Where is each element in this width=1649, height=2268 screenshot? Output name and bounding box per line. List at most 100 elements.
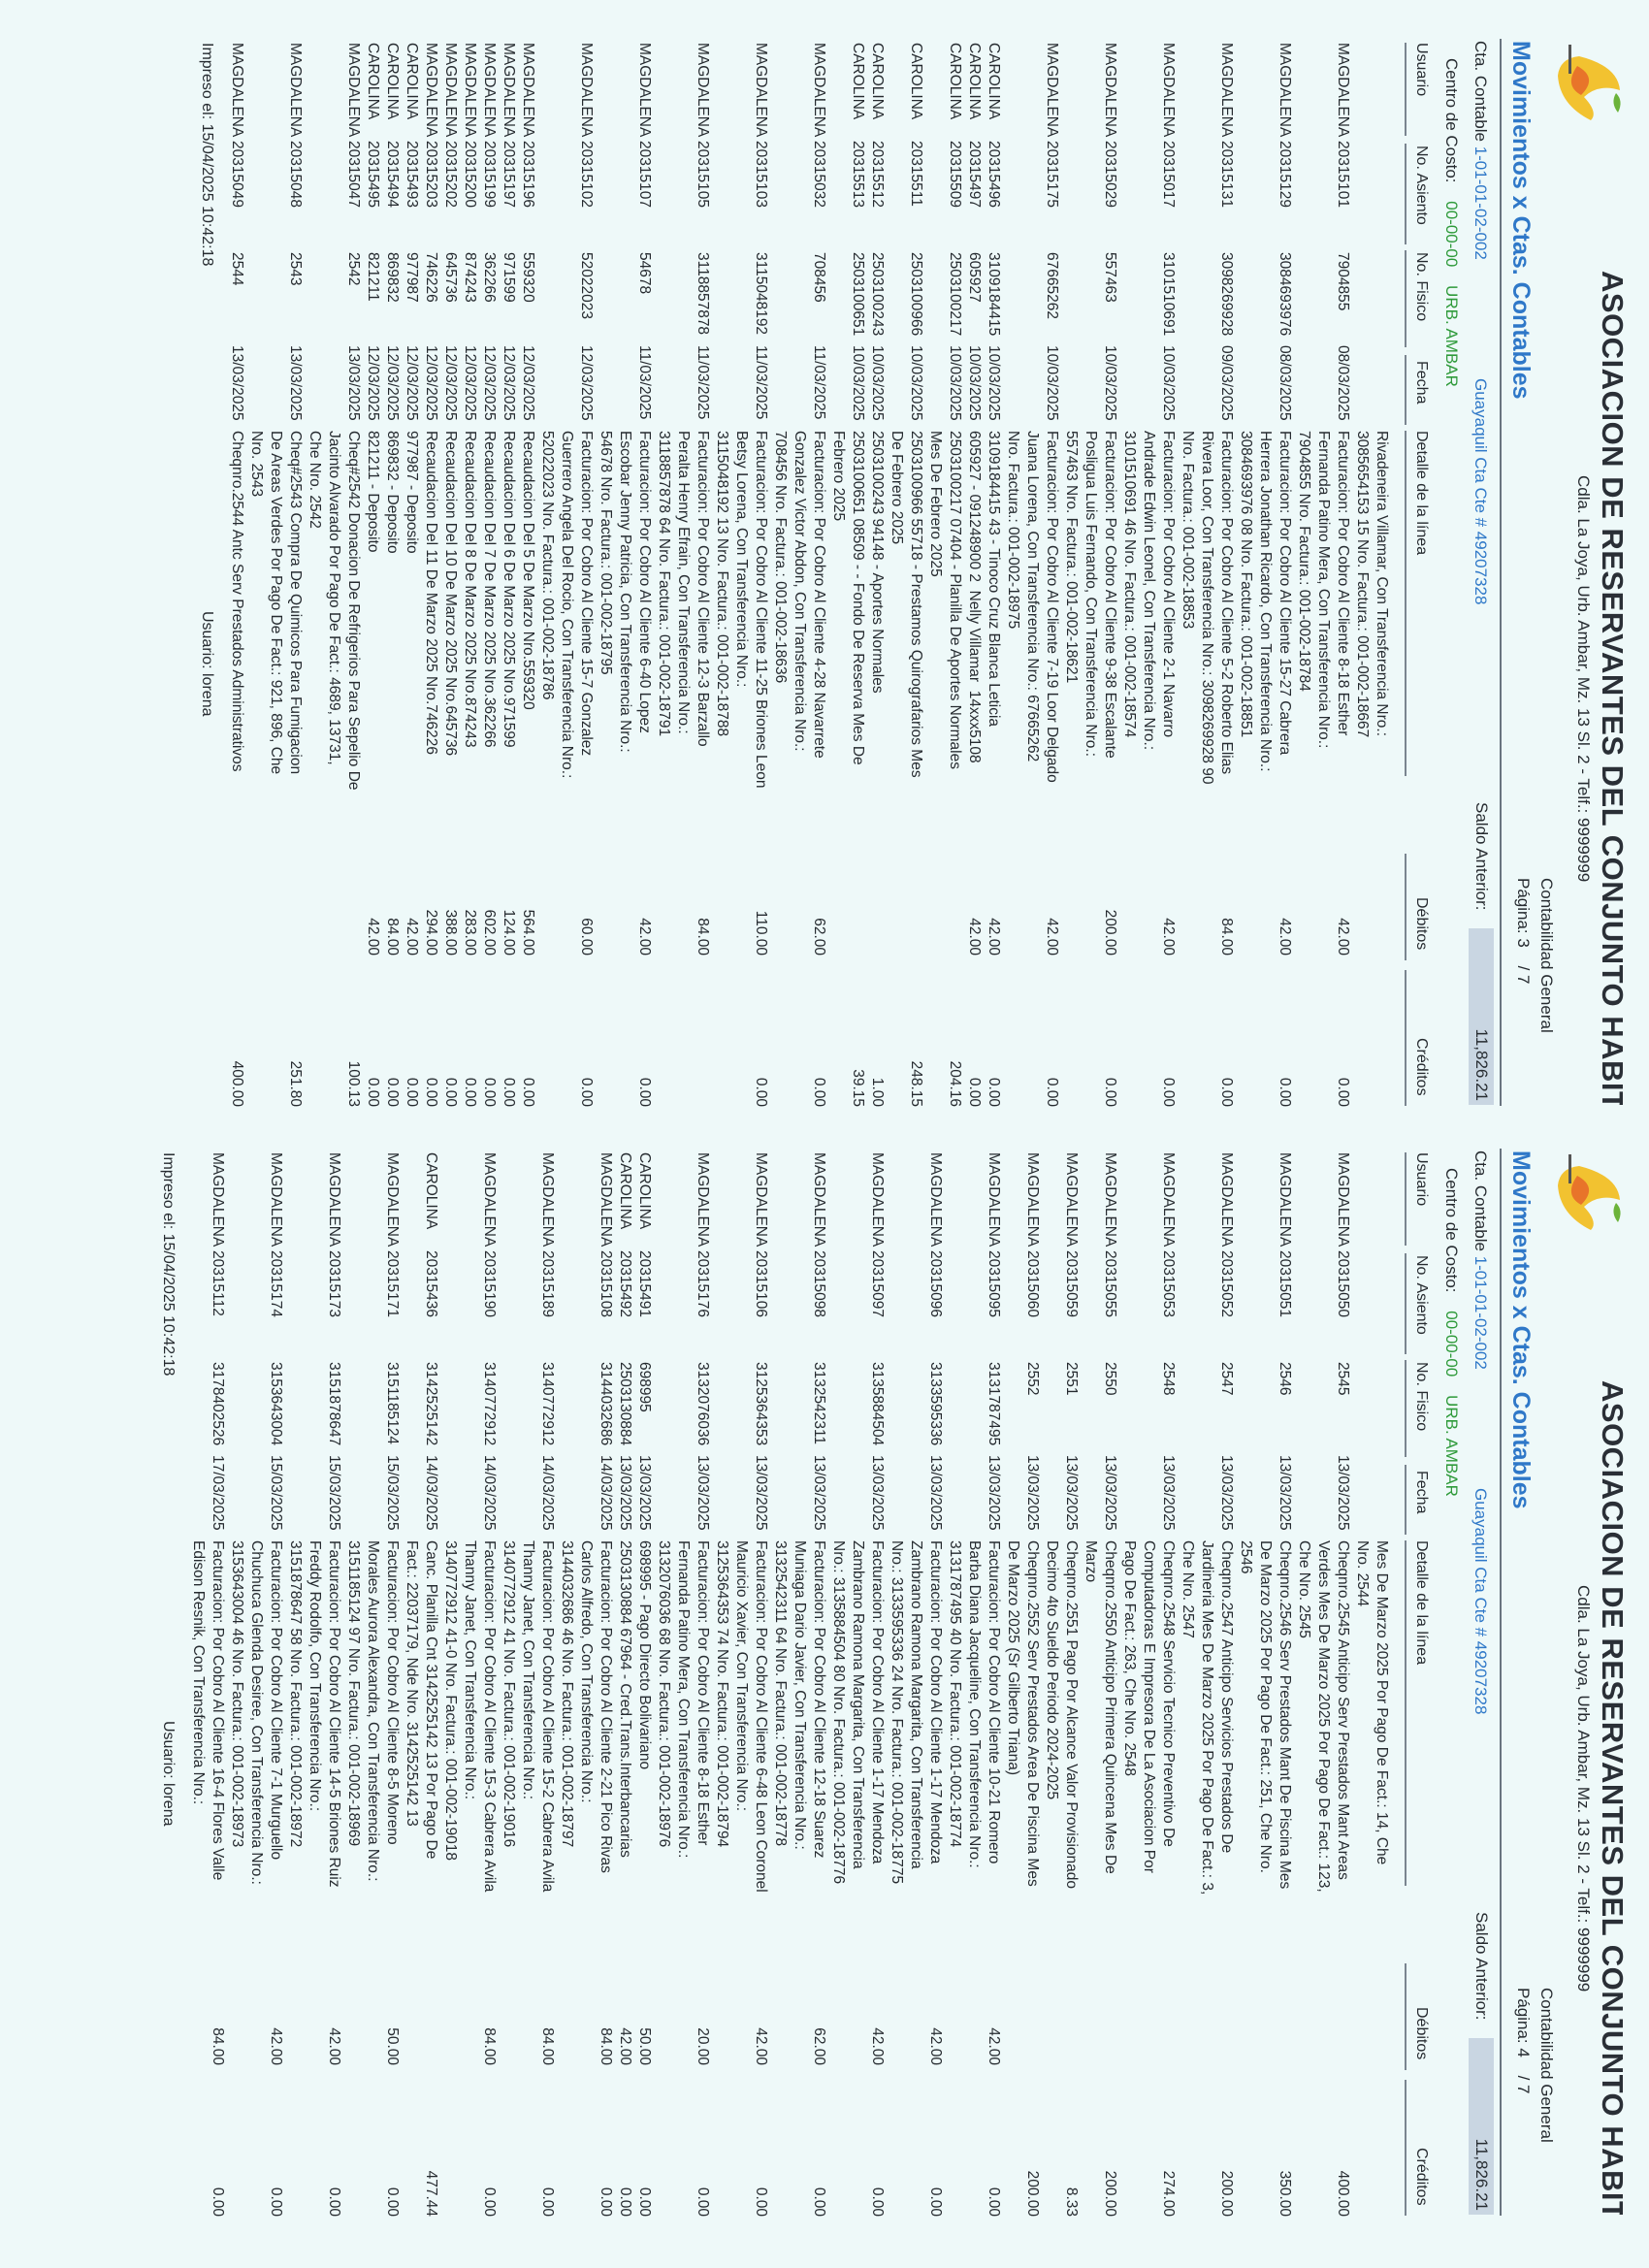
row-fisico: 2552 bbox=[1024, 1362, 1041, 1396]
row-fecha: 13/03/2025 bbox=[1335, 1455, 1351, 1531]
row-asiento: 20315175 bbox=[1044, 141, 1060, 208]
row-detalle: 605927 - 091248900 2 Nelly Villamar 14xx… bbox=[966, 431, 983, 763]
ledger-row: MAGDALENA 20315199 362266 12/03/2025 602.00 0… bbox=[479, 0, 499, 1110]
col-header-usuario: Usuario bbox=[1413, 43, 1430, 97]
ledger-row: MAGDALENA 20315017 3101510691 10/03/2025 42.… bbox=[1119, 0, 1178, 1110]
row-debito: 42.00 bbox=[1335, 918, 1351, 956]
account-code: 1-01-01-02-002 bbox=[1471, 146, 1490, 260]
row-usuario: MAGDALENA bbox=[1044, 43, 1060, 138]
col-header-asiento: No. Asiento bbox=[1413, 146, 1430, 225]
row-debito: 50.00 bbox=[384, 2027, 401, 2065]
row-fecha: 12/03/2025 bbox=[520, 345, 536, 421]
row-usuario: CAROLINA bbox=[404, 43, 420, 120]
row-detalle: Facturacion: Por Cobro Al Cliente 2-1 Na… bbox=[1121, 431, 1177, 751]
row-detalle: Facturacion: Por Cobro Al Cliente 15-27 … bbox=[1238, 431, 1293, 772]
page-number: 3 bbox=[1514, 938, 1533, 948]
ledger-row: MAGDALENA 20315032 708456 11/03/2025 62.00 0.… bbox=[770, 0, 828, 1110]
page-indicator: Página: 4 / 7 bbox=[1514, 1988, 1533, 2094]
row-usuario: CAROLINA bbox=[908, 43, 924, 120]
header-underline bbox=[1405, 2080, 1406, 2216]
row-asiento: 20315203 bbox=[423, 141, 439, 208]
row-fisico: 2503100217 bbox=[947, 252, 963, 337]
row-debito: 42.00 bbox=[365, 918, 381, 956]
row-asiento: 20315059 bbox=[1063, 1250, 1080, 1317]
row-credito: 0.00 bbox=[811, 1077, 827, 1107]
cost-center-name: URB. AMBAR bbox=[1442, 1395, 1461, 1497]
row-detalle: 2503100217 07404 - Planilla De Aportes N… bbox=[927, 431, 963, 769]
row-asiento: 20315174 bbox=[268, 1250, 284, 1317]
row-fecha: 10/03/2025 bbox=[947, 345, 963, 421]
row-credito: 350.00 bbox=[1277, 2170, 1293, 2217]
row-detalle: Canc. Planilla Cnt 3142525142 13 Por Pag… bbox=[404, 1540, 439, 1860]
row-detalle: Facturacion: Por Cobro Al Cliente 11-25 … bbox=[714, 431, 769, 789]
row-debito: 42.00 bbox=[1277, 918, 1293, 956]
row-fecha: 15/03/2025 bbox=[326, 1455, 342, 1531]
row-usuario: MAGDALENA bbox=[598, 1152, 614, 1247]
row-usuario: MAGDALENA bbox=[869, 1152, 886, 1247]
row-usuario: MAGDALENA bbox=[210, 1152, 226, 1247]
ledger-row: CAROLINA 20315492 2503130884 13/03/2025 42.0… bbox=[615, 1110, 634, 2219]
row-detalle: Facturacion: Por Cobro Al Cliente 16-4 F… bbox=[190, 1540, 226, 1881]
row-fecha: 12/03/2025 bbox=[365, 345, 381, 421]
col-header-asiento: No. Asiento bbox=[1413, 1255, 1430, 1335]
ledger-row: CAROLINA 20315509 2503100217 10/03/2025 204.… bbox=[925, 0, 964, 1110]
row-fisico: 2503100651 bbox=[850, 252, 866, 337]
row-asiento: 20315103 bbox=[753, 141, 769, 208]
row-credito: 0.00 bbox=[986, 1077, 1002, 1107]
ledger-row: MAGDALENA 20315102 52022023 12/03/2025 60.00… bbox=[537, 0, 596, 1110]
row-asiento: 20315106 bbox=[753, 1250, 769, 1317]
row-fecha: 11/03/2025 bbox=[636, 345, 653, 420]
ledger-row: MAGDALENA 20315196 559320 12/03/2025 564.00 0… bbox=[518, 0, 537, 1110]
row-detalle: Facturacion: Por Cobro Al Cliente 7-1 Mu… bbox=[229, 1540, 284, 1885]
page-indicator: Página: 3 / 7 bbox=[1514, 878, 1533, 985]
ledger-row: MAGDALENA 20315101 7904855 08/03/2025 42.00 0… bbox=[1294, 0, 1352, 1110]
header-underline bbox=[1405, 431, 1406, 776]
row-debito: 42.00 bbox=[636, 918, 653, 956]
header-underline bbox=[1405, 1253, 1406, 1354]
row-usuario: MAGDALENA bbox=[423, 43, 439, 138]
row-fecha: 10/03/2025 bbox=[1044, 345, 1060, 421]
row-fisico: 3098269928 bbox=[1218, 252, 1235, 337]
row-fisico: 3133595336 bbox=[927, 1362, 944, 1446]
row-asiento: 20315029 bbox=[1102, 141, 1118, 208]
ledger-row: MAGDALENA 20315050 2545 13/03/2025 400.00 Che… bbox=[1294, 1110, 1352, 2219]
row-fecha: 13/03/2025 bbox=[1102, 1455, 1118, 1531]
header-underline bbox=[1405, 1152, 1406, 1246]
row-fecha: 13/03/2025 bbox=[927, 1455, 944, 1531]
row-credito: 251.80 bbox=[287, 1060, 304, 1107]
row-usuario: MAGDALENA bbox=[268, 1152, 284, 1247]
row-usuario: MAGDALENA bbox=[1063, 1152, 1080, 1247]
row-detalle: 2503100966 55718 - Prestamos Quirografar… bbox=[889, 431, 924, 778]
col-header-debitos: Débitos bbox=[1413, 2007, 1430, 2060]
row-fisico: 605927 bbox=[966, 252, 983, 303]
ledger-row: MAGDALENA 20315176 3132076036 13/03/2025 20.… bbox=[654, 1110, 712, 2219]
printed-by-user: Usuario: lorena bbox=[199, 611, 215, 717]
ledger-row: MAGDALENA 20315202 645736 12/03/2025 388.00 0… bbox=[440, 0, 460, 1110]
ledger-row: CAROLINA 20315494 869832 12/03/2025 84.00 0.0… bbox=[382, 0, 402, 1110]
row-fisico: 3084693976 bbox=[1277, 252, 1293, 337]
header-divider bbox=[1500, 1149, 1502, 2216]
ledger-row: CAROLINA 20315496 3109184415 10/03/2025 42.0… bbox=[984, 0, 1003, 1110]
ledger-row: CAROLINA 20315511 2503100966 10/03/2025 248.… bbox=[887, 0, 925, 1110]
row-credito: 0.00 bbox=[442, 1077, 459, 1107]
ledger-row: MAGDALENA 20315098 3132542311 13/03/2025 62.… bbox=[770, 1110, 828, 2219]
row-credito: 0.00 bbox=[326, 2187, 342, 2217]
row-debito: 50.00 bbox=[636, 2027, 653, 2065]
ledger-row: MAGDALENA 20315173 3151878647 15/03/2025 42.… bbox=[285, 1110, 343, 2219]
row-detalle: Cheqnro.2546 Serv Prestados Mant De Pisc… bbox=[1238, 1540, 1293, 1890]
system-name: Contabilidad General bbox=[1537, 878, 1556, 1033]
row-usuario: MAGDALENA bbox=[1218, 43, 1235, 138]
row-usuario: MAGDALENA bbox=[1102, 43, 1118, 138]
row-debito: 84.00 bbox=[598, 2027, 614, 2065]
ledger-row: MAGDALENA 20315106 3125364353 13/03/2025 42.… bbox=[712, 1110, 770, 2219]
row-asiento: 20315511 bbox=[908, 141, 924, 207]
row-fecha: 09/03/2025 bbox=[1218, 345, 1235, 421]
row-asiento: 20315176 bbox=[695, 1250, 711, 1317]
col-header-usuario: Usuario bbox=[1413, 1152, 1430, 1207]
row-debito: 42.00 bbox=[1160, 918, 1177, 956]
ledger-row: CAROLINA 20315497 605927 10/03/2025 42.00 0.0… bbox=[964, 0, 984, 1110]
row-fisico: 3178402526 bbox=[210, 1362, 226, 1446]
row-asiento: 20315199 bbox=[481, 141, 498, 208]
ledger-row: MAGDALENA 20315107 54678 11/03/2025 42.00 0.0… bbox=[596, 0, 654, 1110]
row-fisico: 698995 bbox=[636, 1362, 653, 1412]
